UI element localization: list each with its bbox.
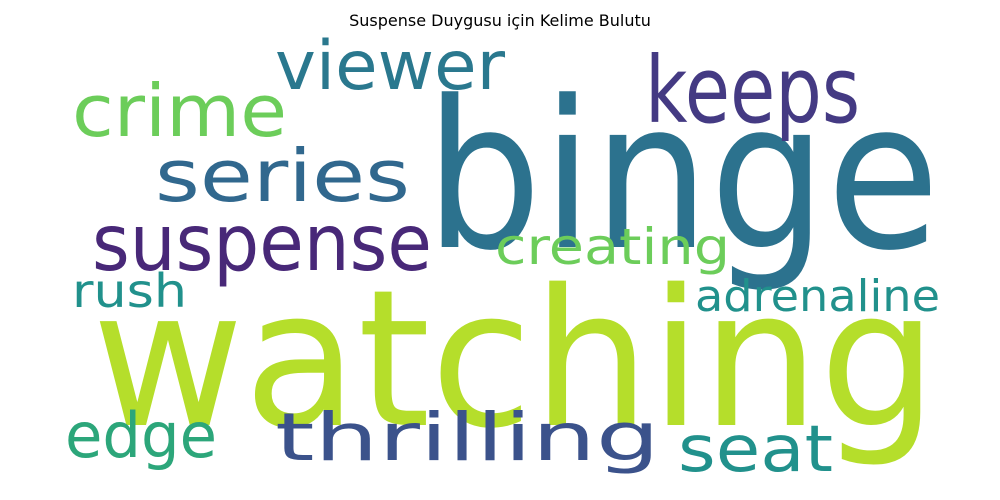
word-seat: seat	[678, 413, 833, 487]
word-suspense: suspense	[92, 199, 432, 289]
word-adrenaline: adrenaline	[695, 271, 941, 322]
word-thrilling: thrilling	[275, 399, 660, 476]
word-viewer: viewer	[275, 27, 506, 106]
word-keeps: keeps	[645, 37, 861, 144]
word-rush: rush	[72, 264, 188, 318]
word-crime: crime	[72, 69, 288, 153]
word-edge: edge	[65, 399, 218, 472]
word-watching: watching	[92, 249, 938, 470]
chart-title: Suspense Duygusu için Kelime Bulutu	[349, 11, 651, 30]
word-creating: creating	[495, 218, 731, 276]
word-series: series	[155, 134, 411, 218]
word-binge: binge	[425, 58, 940, 296]
